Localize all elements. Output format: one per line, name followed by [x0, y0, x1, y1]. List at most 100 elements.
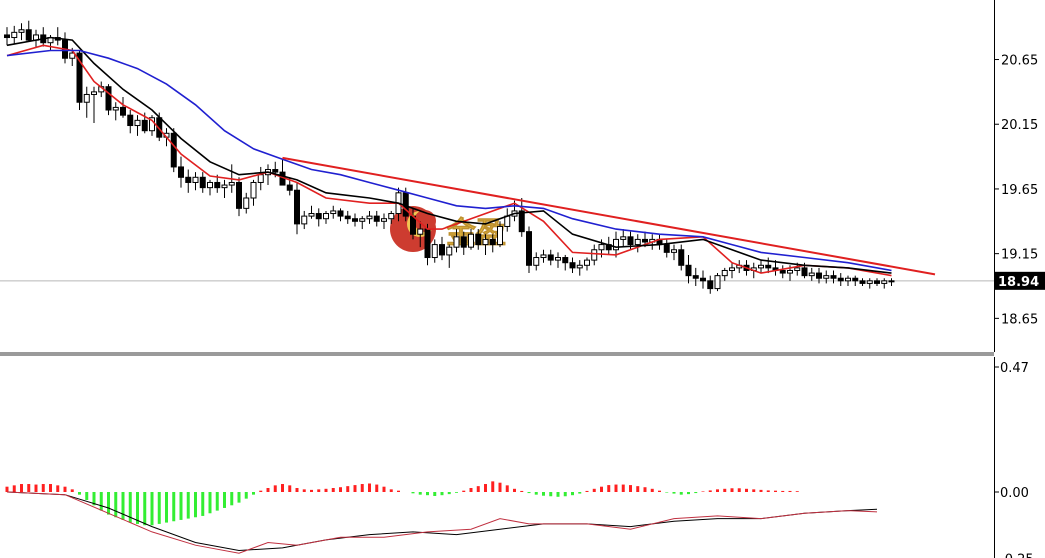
last-price-tag [995, 271, 1045, 290]
pane-separator[interactable] [0, 352, 994, 356]
signal-line [6, 491, 878, 554]
indicator-tick-label: 0.00 [1000, 486, 1029, 501]
candle [663, 239, 670, 258]
candle [852, 275, 859, 286]
candle [547, 249, 554, 266]
candle [489, 234, 496, 253]
candle [497, 221, 503, 248]
candle-body [729, 267, 735, 271]
candle-body [120, 106, 126, 116]
candle [192, 172, 199, 191]
candle-body [794, 267, 801, 271]
candle [323, 210, 329, 224]
candle-body [540, 254, 547, 259]
candle-body [584, 259, 590, 266]
candle-body [468, 233, 474, 248]
candle [11, 25, 18, 44]
candle-body [504, 215, 511, 227]
candle-body [323, 213, 329, 220]
candle-body [272, 169, 279, 173]
candle [330, 205, 337, 219]
candle-body [881, 280, 888, 284]
price-tick-label: 19.15 [1001, 248, 1038, 263]
candle [381, 213, 387, 230]
candle-body [569, 262, 576, 269]
indicator-tick-label: -0.25 [1000, 552, 1034, 558]
candle-body [620, 236, 627, 240]
candle [816, 267, 822, 284]
candle [874, 278, 880, 286]
candle [352, 213, 358, 227]
candle [518, 198, 525, 237]
candle-body [25, 29, 32, 41]
candle [845, 275, 851, 286]
candle [265, 164, 271, 186]
price-tick-label: 18.65 [1001, 312, 1038, 327]
candle [439, 236, 445, 261]
candle-body [685, 264, 692, 277]
candle [83, 86, 90, 118]
candle-body [598, 244, 605, 251]
candle [178, 156, 184, 188]
candle [634, 234, 641, 253]
candle-body [547, 254, 554, 261]
candle-body [91, 91, 97, 95]
candle [700, 270, 706, 289]
candle-body [294, 189, 300, 225]
candle [526, 226, 532, 274]
candle [540, 249, 547, 263]
candle-body [823, 275, 830, 279]
candle-body [859, 280, 866, 284]
candle-body [453, 236, 460, 248]
candle-body [337, 210, 344, 217]
candle [576, 260, 583, 276]
candle-body [591, 249, 598, 261]
candle-body [105, 86, 112, 111]
indicator-tick-label: 0.47 [1000, 361, 1029, 376]
price-pane: 20.65 20.15 19.65 19.15 18.65 18.94 [0, 20, 1045, 327]
candle [460, 231, 467, 255]
candle-body [243, 197, 250, 209]
candle-body [373, 215, 380, 222]
candle [569, 257, 576, 274]
moving-average-line [6, 36, 892, 274]
candle-body [526, 231, 532, 266]
candle [199, 172, 206, 193]
candle [54, 27, 61, 46]
candle [431, 239, 438, 263]
indicator-pane: 0.47 0.00 -0.25 [5, 361, 1034, 558]
candle-body [765, 264, 772, 269]
candle [758, 260, 764, 274]
candle [671, 244, 677, 261]
candle [482, 234, 489, 255]
candle-body [286, 184, 293, 191]
candle-body [779, 269, 786, 274]
candle [250, 179, 257, 206]
candle-body [439, 244, 445, 256]
candle [808, 267, 815, 281]
candle-body [446, 246, 453, 256]
candle [127, 110, 134, 134]
candle [453, 229, 460, 253]
candle-body [141, 119, 148, 132]
candle [366, 210, 373, 224]
candle-body [845, 277, 851, 282]
candle-body [576, 264, 583, 269]
candle-body [555, 257, 561, 261]
candle [62, 32, 68, 64]
candle [692, 267, 699, 286]
candle [678, 244, 685, 271]
candle [207, 179, 213, 196]
candle [823, 270, 830, 284]
candle-body [76, 52, 83, 103]
candle-body [562, 257, 569, 264]
candle-body [366, 215, 373, 220]
candle [344, 210, 351, 224]
candle-body [221, 184, 228, 189]
candle [388, 210, 395, 224]
candle [91, 86, 97, 123]
candle [562, 254, 569, 271]
candle-body [663, 244, 670, 253]
candle [591, 244, 598, 266]
